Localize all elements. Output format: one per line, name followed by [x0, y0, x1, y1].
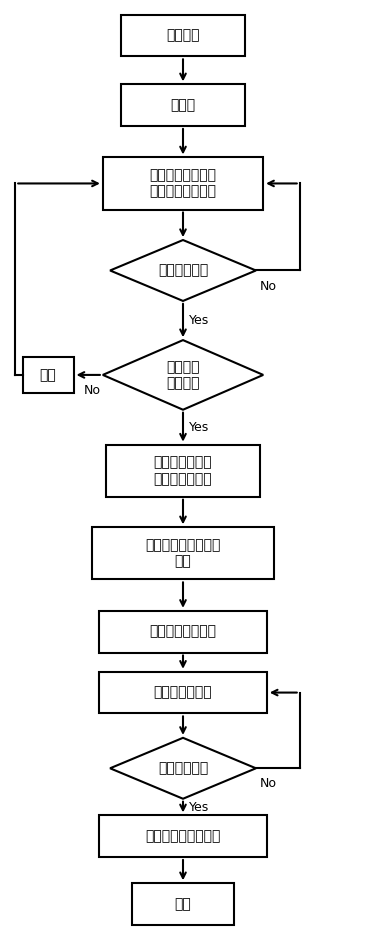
Text: No: No [259, 279, 277, 293]
Text: 启动信号检测: 启动信号检测 [158, 263, 208, 277]
Polygon shape [110, 738, 256, 799]
Text: No: No [259, 777, 277, 790]
Text: 空压机启动子程序: 空压机启动子程序 [149, 625, 217, 638]
Text: Yes: Yes [188, 314, 209, 327]
Text: 结束: 结束 [175, 897, 191, 911]
Polygon shape [110, 240, 256, 301]
Text: 检测关机信号: 检测关机信号 [158, 761, 208, 775]
FancyBboxPatch shape [132, 884, 234, 925]
FancyBboxPatch shape [92, 527, 274, 580]
Text: 输出停机信号和命令: 输出停机信号和命令 [145, 829, 221, 844]
FancyBboxPatch shape [99, 815, 267, 857]
FancyBboxPatch shape [107, 445, 259, 497]
Text: No: No [84, 384, 101, 397]
Text: 待机状态读取、显
示数据，参数设置: 待机状态读取、显 示数据，参数设置 [149, 168, 217, 199]
Text: 系统恒压子程序: 系统恒压子程序 [154, 686, 212, 699]
Text: 初始化: 初始化 [171, 98, 195, 112]
FancyBboxPatch shape [121, 14, 245, 56]
FancyBboxPatch shape [99, 611, 267, 653]
Text: 输出柴油发动机
启动信号和命令: 输出柴油发动机 启动信号和命令 [154, 456, 212, 485]
FancyBboxPatch shape [99, 672, 267, 713]
FancyBboxPatch shape [121, 85, 245, 126]
Text: 程序开始: 程序开始 [166, 28, 200, 43]
Text: 报警: 报警 [40, 368, 56, 382]
Text: Yes: Yes [188, 421, 209, 433]
Text: 等待空气压缩机启动
信号: 等待空气压缩机启动 信号 [145, 539, 221, 568]
FancyBboxPatch shape [103, 158, 263, 210]
FancyBboxPatch shape [23, 356, 74, 393]
Text: 自检系统
是否正常: 自检系统 是否正常 [166, 360, 200, 390]
Polygon shape [103, 340, 263, 409]
Text: Yes: Yes [188, 801, 209, 813]
